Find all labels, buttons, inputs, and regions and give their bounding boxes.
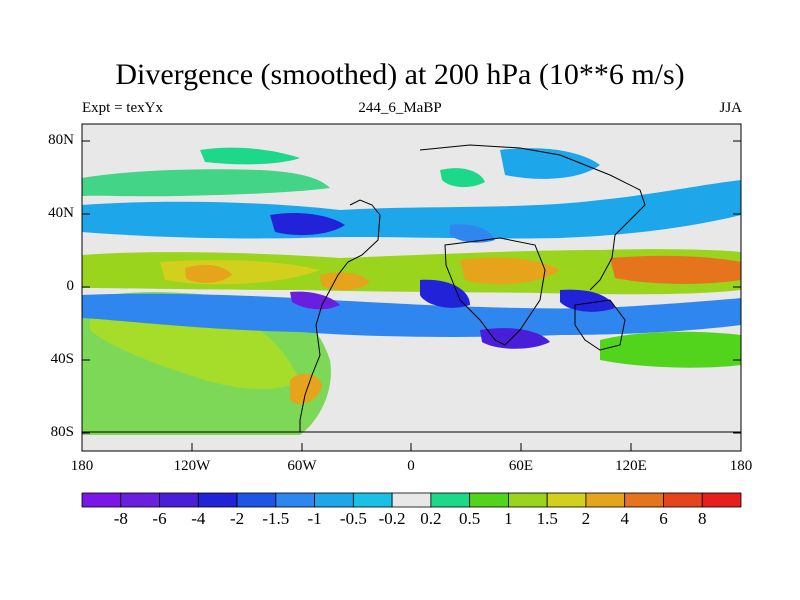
contour-blue-n xyxy=(270,213,345,236)
colorbar-label: 1 xyxy=(504,509,513,528)
map-field xyxy=(82,124,741,451)
coastline-americas xyxy=(299,199,381,432)
colorbar-label: -2 xyxy=(230,509,245,528)
plot-title: Divergence (smoothed) at 200 hPa (10**6 … xyxy=(115,58,685,91)
lat-label-40s: 40S xyxy=(50,351,74,367)
colorbar-label: -1 xyxy=(307,509,322,528)
colorbar-swatch xyxy=(624,492,664,508)
coastlines xyxy=(82,144,741,433)
colorbar-swatch xyxy=(391,492,432,508)
lon-label-60e: 60E xyxy=(508,458,534,474)
colorbar-label: -0.2 xyxy=(378,509,406,528)
contour-blue-s xyxy=(420,279,470,308)
lon-label-180e: 180 xyxy=(729,458,753,474)
contour-orange-epac xyxy=(185,264,232,283)
colorbar-label: 2 xyxy=(581,509,591,528)
contour-orange-south xyxy=(290,373,322,405)
colorbar-label: -0.5 xyxy=(339,509,367,528)
colorbar-label: 8 xyxy=(697,509,707,528)
colorbar-swatch xyxy=(159,492,199,508)
contour-purple-s2 xyxy=(480,328,550,349)
coastline-australia xyxy=(574,299,626,351)
colorbar-label: 6 xyxy=(659,509,668,528)
colorbar-label: 1.5 xyxy=(536,509,558,528)
contour-blue-n2 xyxy=(450,224,495,243)
contour-orange-wpac xyxy=(610,255,741,284)
experiment-label: Expt = texYx xyxy=(82,100,163,116)
contour-green-sh xyxy=(600,331,741,368)
colorbar-swatch xyxy=(197,492,238,508)
colorbar-label: -6 xyxy=(152,509,167,528)
colorbar-swatch xyxy=(469,492,509,508)
colorbar-swatch xyxy=(546,492,587,508)
lat-label-80s: 80S xyxy=(50,424,74,440)
colorbar-label: 0.5 xyxy=(458,509,481,528)
axis-ticks xyxy=(81,140,742,451)
colorbar-swatch xyxy=(430,492,471,508)
colorbar-swatch xyxy=(585,492,626,508)
lon-label-180w: 180 xyxy=(70,458,94,474)
lat-label-80n: 80N xyxy=(48,132,74,148)
colorbar-label: -1.5 xyxy=(262,509,290,528)
colorbar-label: 0.2 xyxy=(420,509,442,528)
colorbar-swatch xyxy=(275,492,315,508)
contour-green-n2 xyxy=(200,147,300,165)
coastline-eurasia xyxy=(419,144,646,291)
colorbar-swatch xyxy=(236,492,277,508)
colorbar xyxy=(81,492,742,508)
colorbar-label: -8 xyxy=(113,509,128,528)
colorbar-swatch xyxy=(81,492,122,508)
contour-green-nat xyxy=(440,168,485,188)
contour-blue-s2 xyxy=(560,289,615,312)
contour-cyan-arctic xyxy=(500,148,600,179)
coastline-africa xyxy=(444,237,546,346)
lon-label-60w: 60W xyxy=(287,458,317,474)
lon-label-120w: 120W xyxy=(173,458,211,474)
season-label: JJA xyxy=(719,100,742,116)
contour-green-north xyxy=(82,169,330,197)
lon-label-0: 0 xyxy=(407,458,415,474)
run-label: 244_6_MaBP xyxy=(358,100,442,116)
contour-cyan-n xyxy=(82,180,741,239)
colorbar-swatch xyxy=(314,492,354,508)
colorbar-swatch xyxy=(352,492,393,508)
colorbar-swatch xyxy=(120,492,160,508)
contour-orange-africa xyxy=(460,257,560,285)
lat-label-40n: 40N xyxy=(48,205,74,221)
lat-label-0: 0 xyxy=(66,278,75,294)
contour-purple-s xyxy=(290,291,340,310)
lon-label-120e: 120E xyxy=(615,458,647,474)
colorbar-label: 4 xyxy=(620,509,629,528)
colorbar-label: -4 xyxy=(191,509,206,528)
colorbar-swatch xyxy=(663,492,703,508)
colorbar-swatch xyxy=(508,492,548,508)
colorbar-swatch xyxy=(701,492,742,508)
